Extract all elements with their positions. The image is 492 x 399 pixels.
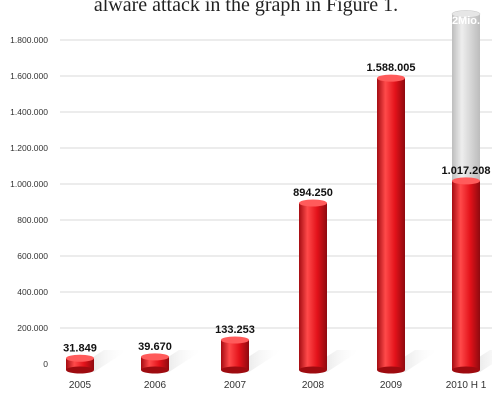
data-label: 1.017.208 (442, 165, 491, 177)
bar (141, 356, 169, 370)
bar-base (141, 366, 169, 374)
bar-base (299, 366, 327, 374)
bar (299, 203, 327, 370)
data-label: 894.250 (293, 187, 333, 199)
y-tick-label: 1.800.000 (10, 35, 48, 45)
y-tick-label: 600.000 (17, 251, 48, 261)
bar-top (221, 336, 249, 344)
bar (452, 180, 480, 370)
bars (66, 10, 481, 374)
y-tick-label: 1.000.000 (10, 179, 48, 189)
bar-base (452, 366, 480, 374)
x-tick-label: 2010 H 1 (446, 380, 487, 391)
bar-base (221, 366, 249, 374)
projection-label: 2Mio. (452, 15, 480, 27)
bar (66, 358, 94, 370)
y-tick-label: 800.000 (17, 215, 48, 225)
bar-base (377, 366, 405, 374)
y-tick-label: 400.000 (17, 287, 48, 297)
projection-bar-top (451, 10, 481, 18)
data-label: 39.670 (138, 341, 172, 353)
bar-top (377, 74, 405, 82)
caption-fragment: alware attack in the graph in Figure 1. (93, 0, 399, 16)
bar-top (452, 177, 480, 185)
data-label: 1.588.005 (367, 62, 416, 74)
bar-top (141, 353, 169, 361)
x-tick-label: 2006 (144, 380, 167, 391)
bar-top (66, 354, 94, 362)
bar-base (66, 366, 94, 374)
data-labels: 31.849 39.670 133.253 894.250 1.588.005 2Mio.… (63, 15, 490, 354)
data-label: 133.253 (215, 324, 255, 336)
projection-bar (452, 14, 480, 181)
y-tick-label: 200.000 (17, 323, 48, 333)
y-axis-ticks: 0 200.000 400.000 600.000 800.000 1.000.000 1.… (10, 35, 48, 369)
bar-shadows (70, 350, 492, 372)
bar-top (299, 199, 327, 207)
data-label: 31.849 (63, 342, 97, 354)
x-axis-labels: 2005 2006 2007 2008 2009 2010 H 1 (69, 380, 487, 391)
x-tick-label: 2009 (380, 380, 403, 391)
x-tick-label: 2005 (69, 380, 92, 391)
gridlines (60, 39, 492, 329)
y-tick-label: 1.400.000 (10, 107, 48, 117)
y-tick-label: 1.200.000 (10, 143, 48, 153)
y-tick-label: 1.600.000 (10, 71, 48, 81)
y-tick-label: 0 (43, 359, 48, 369)
bar (221, 340, 249, 370)
x-tick-label: 2007 (224, 380, 247, 391)
x-tick-label: 2008 (302, 380, 325, 391)
bar (377, 78, 405, 370)
